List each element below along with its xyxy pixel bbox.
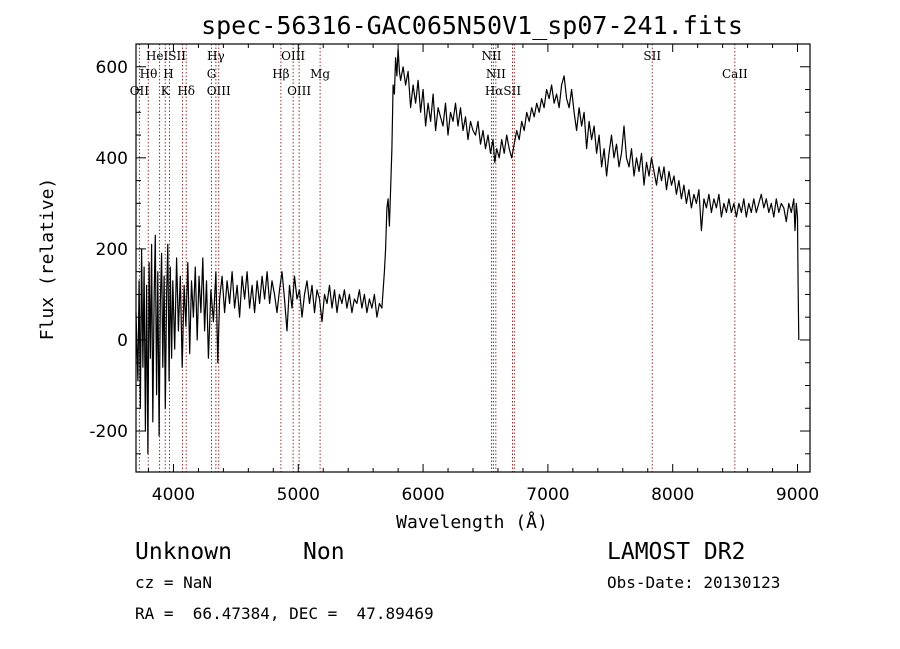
redshift-readout: cz = NaN: [135, 573, 212, 592]
y-tick-label: -200: [89, 422, 128, 442]
x-tick-label: 9000: [776, 485, 819, 505]
emission-line-label: OIII: [287, 84, 311, 98]
emission-line-label: K: [161, 84, 171, 98]
x-tick-label: 7000: [526, 485, 569, 505]
object-class: Unknown: [135, 539, 232, 565]
y-tick-label: 400: [96, 149, 128, 169]
x-axis: 4000 5000 6000 7000 8000 9000: [147, 44, 819, 505]
chart-title: spec-56316-GAC065N50V1_sp07-241.fits: [201, 11, 743, 40]
emission-line-label: Mg: [310, 67, 330, 81]
emission-line-label: H: [163, 67, 173, 81]
x-tick-label: 6000: [401, 485, 444, 505]
emission-line-labels: OII Hθ HeISII HK Hδ Hγ G OIII OIII Hβ OIII Mg NII NII…: [130, 49, 748, 98]
x-tick-label: 8000: [651, 485, 694, 505]
y-axis: -200 0 200 400 600: [89, 43, 810, 455]
emission-line-label: NII: [486, 67, 506, 81]
emission-line-label: CaII: [722, 67, 748, 81]
y-tick-label: 600: [96, 58, 128, 78]
y-tick-label: 0: [117, 331, 128, 351]
survey-name: LAMOST DR2: [607, 539, 745, 565]
emission-line-markers: [138, 44, 736, 472]
plot-frame: [135, 43, 811, 473]
x-axis-label: Wavelength (Å): [396, 511, 548, 533]
emission-line-label: G: [207, 67, 217, 81]
x-tick-label: 4000: [152, 485, 195, 505]
x-tick-label: 5000: [277, 485, 320, 505]
y-axis-label: Flux (relative): [37, 178, 58, 341]
emission-line-label: HαSII: [485, 84, 522, 98]
emission-line-label: OIII: [207, 84, 231, 98]
spectrum-line: [135, 48, 800, 455]
y-tick-label: 200: [96, 240, 128, 260]
object-subclass: Non: [303, 539, 345, 565]
emission-line-label: Hθ: [140, 67, 158, 81]
emission-line-label: Hβ: [272, 67, 289, 81]
observation-date: Obs-Date: 20130123: [607, 573, 780, 592]
emission-line-label: Hδ: [177, 84, 195, 98]
emission-line-label: NII: [481, 49, 501, 63]
emission-line-label: Hγ: [207, 49, 225, 63]
emission-line-label: OIII: [281, 49, 305, 63]
emission-line-label: HeISII: [146, 49, 186, 63]
emission-line-label: SII: [643, 49, 661, 63]
emission-line-label: OII: [130, 84, 150, 98]
coordinates-readout: RA = 66.47384, DEC = 47.89469: [135, 604, 434, 623]
